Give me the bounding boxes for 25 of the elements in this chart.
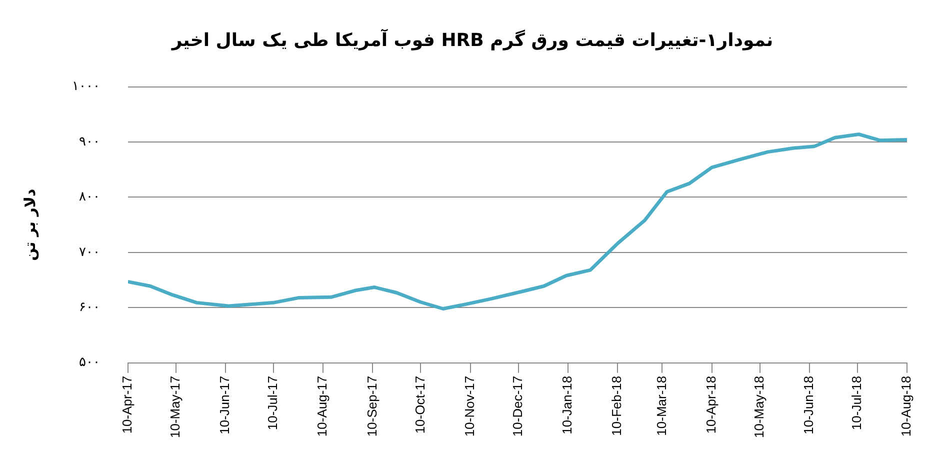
- x-tick-label: 10-May-17: [168, 376, 182, 438]
- y-tick-label: ۹۰۰: [78, 134, 100, 150]
- x-tick-label: 10-Aug-17: [314, 376, 330, 437]
- x-tick-label: 10-Oct-17: [412, 376, 428, 434]
- chart-title: نمودار۱-تغییرات قیمت ورق گرم HRB فوب آمریکا طی یک سال اخیر: [170, 28, 774, 51]
- x-tick-label: 10-Apr-17: [120, 376, 135, 434]
- x-tick-label: 10-Nov-17: [462, 376, 477, 437]
- x-tick-label: 10-Jun-18: [800, 376, 816, 434]
- x-tick-label: 10-Jun-17: [217, 376, 232, 434]
- y-axis-title: دلار بر تن: [20, 188, 39, 261]
- x-tick-label: 10-Dec-17: [510, 376, 525, 437]
- x-tick-label: 10-Jul-18: [848, 376, 864, 430]
- x-tick-label: 10-May-18: [751, 376, 766, 438]
- x-tick-label: 10-Mar-18: [654, 376, 669, 436]
- x-tick-label: 10-Jul-17: [265, 376, 280, 430]
- y-tick-label: ۸۰۰: [78, 190, 100, 205]
- y-tick-label: ۱۰۰۰: [72, 79, 100, 94]
- x-tick-label: 10-Feb-18: [609, 376, 624, 436]
- y-tick-label: ۷۰۰: [78, 244, 100, 260]
- x-tick-label: 10-Aug-18: [898, 376, 914, 437]
- x-tick-label: 10-Apr-18: [703, 376, 718, 434]
- y-tick-label: ۵۰۰: [78, 355, 100, 370]
- y-tick-label: ۶۰۰: [78, 300, 100, 316]
- x-tick-label: 10-Jan-18: [559, 376, 574, 434]
- x-tick-label: 10-Sep-17: [364, 376, 380, 437]
